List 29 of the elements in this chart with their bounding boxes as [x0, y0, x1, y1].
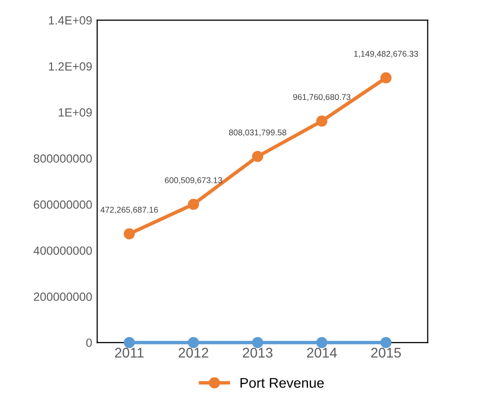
- point: [380, 336, 392, 348]
- x-tick-label: 2015: [371, 348, 401, 358]
- y-tick-label: 1.2E+09: [48, 62, 92, 71]
- x-tick-label: 2013: [242, 348, 272, 358]
- y-tick-label: 1.4E+09: [48, 16, 92, 25]
- y-tick-label: 1E+09: [58, 108, 92, 117]
- data-label: 961,760,680.73: [293, 94, 350, 101]
- y-tick-label: 200000000: [34, 292, 92, 301]
- point: [380, 72, 392, 84]
- point: [188, 198, 200, 210]
- data-label: 1,149,482,676.33: [354, 50, 418, 58]
- data-label: 808,031,799.58: [229, 129, 286, 136]
- point: [124, 336, 135, 348]
- point: [188, 336, 200, 348]
- point: [252, 150, 264, 162]
- data-label: 472,265,687.16: [100, 206, 158, 214]
- legend-label: Port Revenue: [240, 378, 324, 388]
- y-tick-label: 800000000: [34, 154, 92, 163]
- y-tick-label: 0: [86, 338, 92, 347]
- point: [252, 336, 264, 348]
- x-tick-label: 2011: [115, 348, 144, 358]
- point: [316, 336, 328, 348]
- data-label: 600,509,673.13: [164, 177, 222, 184]
- y-tick-label: 400000000: [34, 246, 92, 255]
- point: [124, 228, 135, 240]
- y-tick-label: 600000000: [34, 200, 92, 209]
- x-tick-label: 2014: [307, 348, 337, 358]
- point: [316, 116, 328, 127]
- x-tick-label: 2012: [178, 348, 208, 358]
